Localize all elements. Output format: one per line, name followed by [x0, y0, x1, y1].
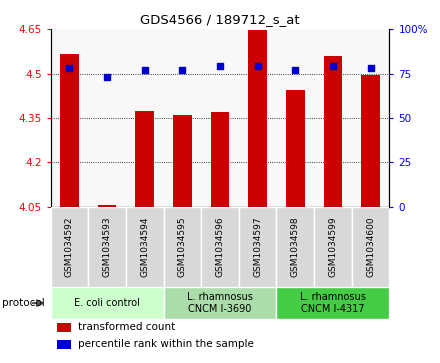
Bar [248, 30, 267, 207]
Text: percentile rank within the sample: percentile rank within the sample [78, 339, 253, 349]
Point [254, 64, 261, 69]
Bar [98, 205, 117, 207]
Bar [352, 207, 389, 287]
Text: GSM1034596: GSM1034596 [216, 216, 224, 277]
Point [367, 65, 374, 71]
Point [330, 64, 337, 69]
Text: transformed count: transformed count [78, 322, 175, 332]
Bar [173, 115, 192, 207]
Bar [136, 111, 154, 207]
Bar [88, 207, 126, 287]
Text: GSM1034593: GSM1034593 [103, 216, 112, 277]
Bar [51, 207, 88, 287]
Text: E. coli control: E. coli control [74, 298, 140, 308]
Bar [323, 56, 342, 207]
Text: GSM1034595: GSM1034595 [178, 216, 187, 277]
Text: GSM1034600: GSM1034600 [366, 216, 375, 277]
Bar [314, 207, 352, 287]
Point [216, 64, 224, 69]
Text: GSM1034597: GSM1034597 [253, 216, 262, 277]
Text: GSM1034594: GSM1034594 [140, 217, 149, 277]
Bar [361, 75, 380, 207]
Bar [201, 207, 239, 287]
Title: GDS4566 / 189712_s_at: GDS4566 / 189712_s_at [140, 13, 300, 26]
Bar [51, 287, 164, 319]
Point [179, 67, 186, 73]
Bar [211, 112, 229, 207]
Bar [164, 207, 201, 287]
Point [66, 65, 73, 71]
Text: GSM1034599: GSM1034599 [328, 216, 337, 277]
Point [103, 74, 110, 80]
Text: GSM1034598: GSM1034598 [291, 216, 300, 277]
Bar [60, 54, 79, 207]
Point [292, 67, 299, 73]
Bar [57, 340, 71, 349]
Bar [164, 287, 276, 319]
Bar [286, 90, 305, 207]
Bar [276, 287, 389, 319]
Text: GSM1034592: GSM1034592 [65, 217, 74, 277]
Text: protocol: protocol [2, 298, 45, 308]
Bar [239, 207, 276, 287]
Text: L. rhamnosus
CNCM I-3690: L. rhamnosus CNCM I-3690 [187, 292, 253, 314]
Bar [276, 207, 314, 287]
Bar [57, 323, 71, 332]
Point [141, 67, 148, 73]
Bar [126, 207, 164, 287]
Text: L. rhamnosus
CNCM I-4317: L. rhamnosus CNCM I-4317 [300, 292, 366, 314]
